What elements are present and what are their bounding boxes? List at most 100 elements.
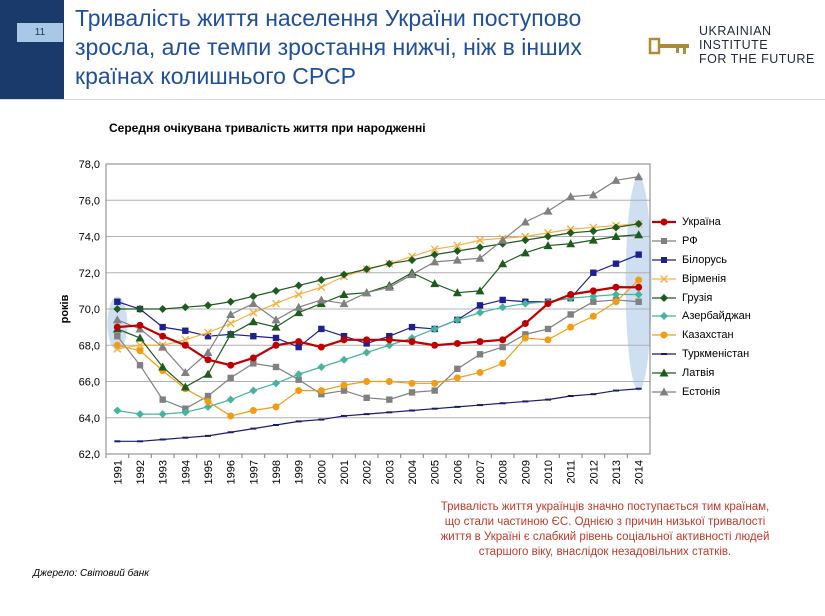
data-point — [407, 270, 417, 279]
data-point — [612, 260, 620, 267]
data-point — [544, 336, 552, 344]
data-point — [612, 298, 620, 306]
data-point — [499, 296, 506, 304]
data-point — [635, 276, 643, 284]
data-point — [272, 403, 280, 411]
data-point — [476, 338, 484, 346]
data-point — [113, 323, 121, 331]
data-point — [204, 392, 212, 400]
data-point — [476, 302, 484, 309]
data-point — [271, 322, 281, 331]
data-point — [339, 299, 349, 308]
data-point — [385, 336, 393, 344]
data-point — [295, 387, 303, 395]
x-tick-label: 1996 — [226, 460, 238, 484]
chart-legend: Україна РФ Білорусь Вірменія Грузія Азербайдж… — [650, 213, 751, 402]
data-point — [181, 303, 190, 312]
y-tick-label: 66,0 — [79, 377, 100, 389]
x-tick-label: 2011 — [566, 460, 578, 484]
data-point — [453, 315, 462, 324]
data-point — [498, 235, 508, 244]
data-point — [227, 374, 234, 382]
data-point — [114, 332, 121, 340]
data-point — [408, 338, 416, 346]
series-line-7 — [117, 279, 640, 417]
data-point — [203, 369, 213, 378]
x-tick-label: 2007 — [475, 460, 487, 484]
data-point — [520, 248, 530, 257]
data-point — [431, 387, 438, 394]
data-point — [521, 236, 530, 245]
data-point — [430, 250, 439, 259]
data-point — [113, 406, 122, 415]
data-point — [566, 192, 576, 201]
data-point — [589, 227, 598, 236]
data-point — [430, 279, 440, 288]
data-point — [567, 323, 575, 331]
data-point — [408, 323, 416, 331]
data-point — [430, 245, 439, 254]
data-point — [453, 247, 462, 255]
data-point — [566, 228, 575, 237]
data-point — [180, 367, 190, 376]
data-point — [249, 354, 257, 362]
data-point — [272, 379, 280, 388]
data-point — [227, 412, 235, 420]
data-point — [588, 235, 598, 244]
legend-swatch — [652, 274, 676, 283]
data-point — [136, 361, 144, 369]
data-point — [295, 343, 302, 351]
data-point — [363, 378, 371, 385]
series-line-1 — [117, 286, 639, 367]
data-point — [249, 292, 258, 301]
data-point — [339, 290, 349, 298]
data-point — [521, 334, 529, 342]
data-point — [544, 325, 552, 333]
data-point — [159, 332, 167, 340]
y-tick-label: 68,0 — [79, 340, 100, 352]
y-tick-label: 78,0 — [79, 159, 100, 171]
x-tick-label: 2008 — [498, 460, 510, 484]
data-point — [181, 341, 189, 349]
data-point — [226, 309, 236, 318]
data-point — [136, 341, 144, 350]
data-point — [475, 286, 485, 295]
x-tick-label: 1992 — [135, 460, 147, 484]
institute-logo: Ukrainian Institute for the Future — [643, 18, 818, 74]
data-point — [611, 175, 621, 184]
legend-swatch — [652, 387, 676, 396]
data-point — [544, 300, 552, 308]
data-point — [340, 355, 348, 364]
data-point — [634, 172, 644, 181]
data-point — [567, 291, 575, 298]
data-point — [635, 251, 642, 258]
commentary-note: Тривалість життя українців значно поступ… — [440, 501, 770, 558]
data-point — [317, 283, 326, 292]
x-tick-label: 2002 — [362, 460, 374, 484]
data-point — [135, 333, 145, 342]
data-point — [543, 241, 553, 250]
data-point — [294, 290, 303, 299]
data-point — [248, 317, 258, 326]
data-point — [272, 334, 280, 342]
highlight-2014 — [625, 176, 652, 391]
logo-line-1: Ukrainian — [699, 24, 772, 38]
legend-swatch — [652, 237, 676, 244]
x-tick-label: 2014 — [634, 460, 646, 484]
data-point — [384, 282, 394, 291]
legend-item: Азербайджан — [650, 307, 751, 326]
data-point — [203, 348, 213, 356]
x-tick-label: 1997 — [248, 460, 260, 484]
y-axis-label: років — [59, 294, 71, 323]
data-point — [612, 223, 620, 232]
data-point — [385, 259, 394, 268]
x-tick-label: 2010 — [543, 460, 555, 484]
data-point — [363, 394, 370, 402]
x-tick-label: 1998 — [271, 460, 283, 484]
data-point — [226, 395, 235, 404]
data-point — [498, 259, 508, 268]
data-point — [250, 360, 257, 367]
data-point — [249, 407, 257, 414]
data-point — [318, 390, 325, 398]
